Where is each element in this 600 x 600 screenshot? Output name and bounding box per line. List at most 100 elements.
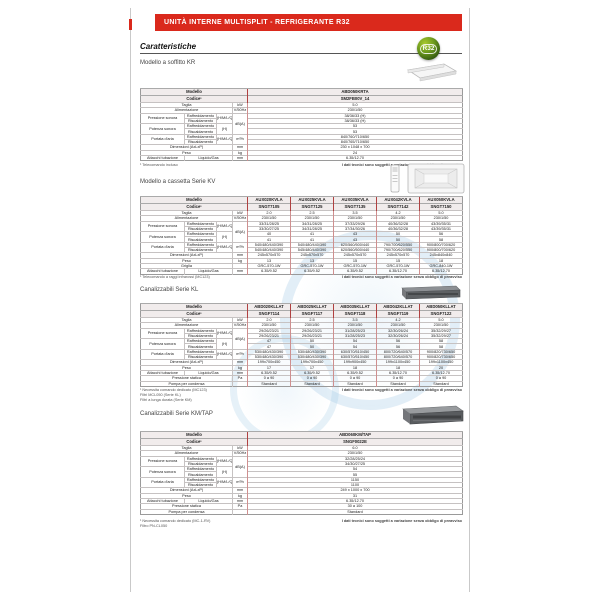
unit-cell: m³/h	[232, 476, 248, 488]
value-cell: 53	[247, 128, 463, 135]
value-cell: 37/33/29/26	[333, 220, 377, 227]
value-cell: 0 a 90	[333, 375, 377, 382]
row-sublabel: Liquido/Gas	[184, 154, 233, 161]
value-cell: 58	[419, 343, 463, 350]
value-cell: 56	[376, 338, 420, 344]
model-name: AUX020KVLA	[247, 196, 291, 204]
value-cell: 34/31/28/25	[290, 225, 334, 232]
value-cell: 530/480/430/390	[290, 354, 334, 360]
section-cassetta-kv: Modello a cassetta Serie KV Modello AUX02	[140, 160, 465, 282]
unit-cell: dB(A)	[232, 455, 248, 478]
value-cell: 41	[247, 236, 291, 243]
footnote-line: Filtro PN-CL050	[140, 523, 168, 528]
codes-header-label: Codice¹	[140, 203, 248, 211]
value-cell: 53	[247, 123, 463, 129]
page-banner: UNITÀ INTERNE MULTISPLIT - REFRIGERANTE …	[155, 14, 462, 31]
unit-cell: kW	[232, 316, 248, 323]
unit-cell: kW	[232, 101, 248, 108]
value-cell: 230/1/50	[376, 322, 420, 329]
model-code: SNGT7105	[247, 203, 291, 211]
value-cell: 47	[247, 338, 291, 344]
model-code: SNGT7142	[376, 203, 420, 211]
value-cell: 58	[419, 236, 463, 243]
unit-cell	[232, 508, 248, 515]
model-name: ABD035KLLAT	[333, 303, 377, 311]
value-cell: 29/26/23/21	[290, 327, 334, 334]
value-cell: 230/1/50	[247, 450, 463, 457]
spec-table-kv: Modello AUX020KVLA AUX025KVLA AUX035KVLA AUX…	[140, 196, 464, 275]
model-code: SNGT7150	[419, 203, 463, 211]
mode-tag: (H/M/L/Q)	[216, 112, 233, 124]
row-label: Dimensioni (AxLxP)	[140, 252, 233, 259]
value-cell: 249 x 1000 x 700	[247, 487, 463, 494]
row-sublabel: Raffreddamento	[184, 348, 217, 355]
unit-cell: V/50Hz	[232, 215, 248, 222]
model-name: AUX025KVLA	[290, 196, 334, 204]
section-canalizzabile-km-tap: Canalizzabili Serie KM/TAP Modello ABD060…	[140, 403, 464, 538]
model-name: AUX050KVLA	[419, 196, 463, 204]
spec-table-kr: Modello ABD050KRTA Codice¹ SM2FB00V_14 Tagli…	[140, 88, 464, 162]
value-cell: 4.2	[376, 316, 420, 323]
footnote-line: ¹ Telecomando incluso	[140, 163, 178, 167]
row-sublabel: Raffreddamento	[184, 476, 217, 483]
row-label: Peso	[140, 257, 233, 264]
model-name: AUX042KVLA	[376, 196, 420, 204]
model-name: ABD025KLLAT	[290, 303, 334, 311]
row-label: Potenza sonora	[140, 231, 185, 243]
value-cell: 800/720/640/570	[376, 354, 420, 360]
row-label: Dimensioni (AxLxP)	[140, 359, 233, 366]
model-code: SNGT7125	[290, 203, 334, 211]
value-cell: 32/28/25/24	[247, 455, 463, 462]
value-cell: 54	[333, 343, 377, 350]
r32-refrigerant-badge: R32	[417, 37, 440, 60]
value-cell: 34/31/28/25	[290, 220, 334, 227]
spec-table-km-tap: Modello ABD060KM/TAP Codice¹ SNGF0022E Tagli…	[140, 431, 464, 515]
row-sublabel: Raffreddamento	[184, 338, 217, 344]
value-cell: 6.35/12.70	[419, 268, 463, 275]
row-label: Pressione sonora	[140, 112, 185, 124]
value-cell: 245x570x570	[376, 252, 420, 259]
value-cell: 540/480/440/390	[247, 241, 291, 248]
model-code: SNGF0022E	[247, 438, 463, 446]
value-cell: Standard	[247, 508, 463, 515]
value-cell: 17	[290, 364, 334, 371]
value-cell: 245x570x570	[247, 252, 291, 259]
value-cell: 17	[247, 364, 291, 371]
value-cell: 18	[419, 257, 463, 264]
row-label: Pressione sonora	[140, 455, 185, 467]
value-cell: 230/1/50	[419, 322, 463, 329]
value-cell: 54	[247, 466, 463, 472]
cassette-unit-image	[406, 162, 466, 195]
value-cell: 840/765/710/650	[247, 139, 463, 145]
row-sublabel: Raffreddamento	[184, 455, 217, 462]
value-cell: 230/1/50	[247, 107, 463, 114]
models-header-label: Modello	[140, 196, 248, 204]
unit-cell: mm	[232, 359, 248, 366]
banner-title: UNITÀ INTERNE MULTISPLIT - REFRIGERANTE …	[164, 19, 350, 26]
value-cell: 41	[290, 236, 334, 243]
value-cell: 6.35/9.52	[290, 369, 334, 376]
heading-rule	[140, 53, 462, 54]
models-header-label: Modello	[140, 88, 248, 96]
value-cell: 900/800/700/620	[419, 247, 463, 253]
footnote-line: Filtri a lunga durata (Serie KM)	[140, 397, 192, 402]
model-code: SNGF7119	[376, 310, 420, 318]
codes-header-label: Codice¹	[140, 95, 248, 103]
row-label: Attacchi tubazione	[140, 268, 185, 275]
value-cell: 900/820/730/650	[419, 354, 463, 360]
value-cell: 2.5	[290, 316, 334, 323]
value-cell: 800/720/640/570	[376, 348, 420, 355]
value-cell: 540/480/440/390	[247, 247, 291, 253]
unit-cell: kg	[232, 492, 248, 499]
row-label: Taglia	[140, 209, 233, 216]
value-cell: 1100	[247, 482, 463, 488]
row-label: Taglia	[140, 101, 233, 108]
value-cell: 545/480/440/390	[290, 247, 334, 253]
value-cell: 31/28/25/23	[333, 332, 377, 339]
row-sublabel: Raffreddamento	[184, 220, 217, 227]
row-label: Portata d'aria	[140, 476, 185, 488]
value-cell: 13	[290, 257, 334, 264]
value-cell: 13	[247, 257, 291, 264]
footnotes-left: ¹ Necessita comando dedicato (MC-1-RV) Fi…	[140, 519, 210, 529]
